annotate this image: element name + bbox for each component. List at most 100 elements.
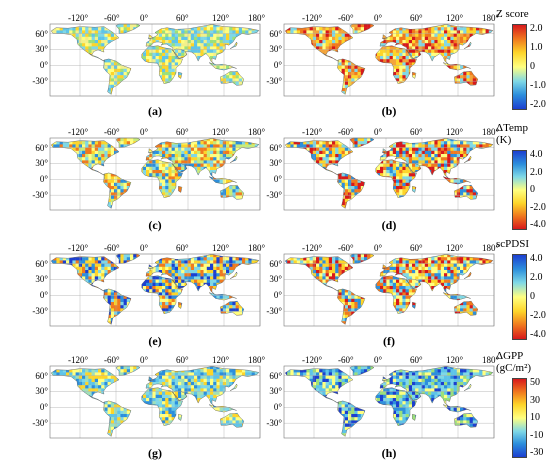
latitude-tick-label: 0° — [39, 402, 48, 413]
longitude-tick-label: -120° — [302, 243, 323, 253]
coastline-madagascar — [178, 185, 183, 193]
longitude-tick-label: 180° — [248, 243, 266, 253]
latitude-tick-label: -30° — [266, 76, 282, 87]
longitude-tick-label: 0° — [140, 243, 149, 253]
latitude-tick-label: 30° — [269, 386, 282, 397]
latitude-tick-label: -30° — [266, 418, 282, 429]
latitude-tick-label: 0° — [273, 402, 282, 413]
coastline-japan — [229, 155, 238, 164]
latitude-tick-label: 30° — [35, 158, 48, 169]
colorbar-title: ΔGPP — [496, 350, 524, 362]
longitude-tick-label: -120° — [68, 13, 89, 23]
longitude-tick-label: 0° — [140, 13, 149, 23]
latitude-tick-label: 60° — [269, 28, 282, 39]
coastline-madagascar — [178, 301, 183, 309]
coastline-centralAm — [88, 395, 106, 404]
longitude-tick-label: 0° — [374, 355, 383, 365]
coastline-africa — [375, 45, 417, 85]
coastline-arabia — [172, 390, 188, 401]
map-frame — [49, 23, 261, 97]
coastline-northAmerica — [50, 26, 120, 55]
coastline-australia — [220, 412, 245, 428]
longitude-tick-label: 0° — [374, 243, 383, 253]
land-data-layer — [285, 366, 493, 437]
longitude-tick-label: -60° — [338, 13, 354, 23]
longitude-tick-label: -60° — [104, 243, 120, 253]
world-map — [283, 253, 495, 327]
coastline-indonesia — [208, 404, 237, 413]
coastline-centralAm — [322, 167, 340, 176]
coastline-indonesia — [442, 292, 471, 301]
coastline-centralAm — [322, 395, 340, 404]
longitude-tick-label: 180° — [482, 243, 500, 253]
coastline-australia — [454, 184, 479, 200]
coastline-uk — [382, 148, 388, 154]
longitude-tick-label: -120° — [302, 13, 323, 23]
latitude-tick-label: 60° — [35, 370, 48, 381]
map-panel-g: (g) -120° -60° 0° 60° 120° 180° 60° 30° 0° -30° — [28, 355, 268, 466]
coastline-madagascar — [412, 301, 417, 309]
coastline-japan — [463, 383, 472, 392]
map-panel-e: (e) -120° -60° 0° 60° 120° 180° 60° 30° 0° -30° — [28, 243, 268, 354]
map-frame — [49, 365, 261, 439]
latitude-tick-label: -30° — [32, 418, 48, 429]
colorbar-title: ΔTemp — [496, 122, 528, 134]
longitude-tick-label: -120° — [302, 127, 323, 137]
longitude-tick-label: -60° — [104, 13, 120, 23]
coastline-europeAsia — [379, 366, 494, 407]
longitude-tick-label: -120° — [68, 355, 89, 365]
latitude-tick-label: -30° — [32, 306, 48, 317]
world-map — [49, 365, 261, 439]
panel-label: (g) — [148, 446, 162, 460]
latitude-tick-label: 60° — [269, 142, 282, 153]
map-panel-d: (d) -120° -60° 0° 60° 120° 180° 60° 30° 0° -30° — [262, 127, 502, 238]
coastline-northAmerica — [50, 140, 120, 169]
coastline-africa — [375, 387, 417, 427]
coastline-arabia — [172, 278, 188, 289]
coastline-indonesia — [442, 176, 471, 185]
longitude-tick-label: 60° — [410, 355, 423, 365]
latitude-tick-label: 30° — [269, 44, 282, 55]
coastline-arabia — [406, 278, 422, 289]
longitude-tick-label: -60° — [104, 355, 120, 365]
longitude-tick-label: -120° — [302, 355, 323, 365]
coastline-arabia — [172, 48, 188, 59]
coastline-indonesia — [442, 404, 471, 413]
coastline-indonesia — [208, 176, 237, 185]
colorbar-tick-label: -30 — [530, 447, 544, 458]
longitude-tick-label: -60° — [338, 243, 354, 253]
longitude-tick-label: -60° — [338, 127, 354, 137]
coastline-japan — [229, 41, 238, 50]
coastline-northAmerica — [284, 26, 354, 55]
coastline-africa — [375, 159, 417, 199]
latitude-tick-label: 60° — [269, 258, 282, 269]
coastline-madagascar — [412, 185, 417, 193]
colorbar-tick-label: -2.0 — [530, 310, 546, 321]
longitude-tick-label: 120° — [212, 243, 230, 253]
longitude-tick-label: 120° — [212, 127, 230, 137]
map-panel-h: (h) -120° -60° 0° 60° 120° 180° 60° 30° 0° -30° — [262, 355, 502, 466]
longitude-tick-label: 0° — [140, 127, 149, 137]
latitude-tick-label: 60° — [35, 258, 48, 269]
map-frame — [283, 137, 495, 211]
longitude-tick-label: 0° — [140, 355, 149, 365]
colorbar-unit: (K) — [496, 134, 512, 146]
map-frame — [283, 253, 495, 327]
longitude-tick-label: -60° — [338, 355, 354, 365]
coastline-africa — [141, 45, 183, 85]
latitude-tick-label: 0° — [273, 174, 282, 185]
coastline-arabia — [406, 390, 422, 401]
land-data-layer — [285, 24, 493, 95]
coastline-northAmerica — [284, 140, 354, 169]
coastline-japan — [229, 383, 238, 392]
longitude-tick-label: 120° — [446, 243, 464, 253]
longitude-tick-label: 180° — [482, 127, 500, 137]
colorbar-tick-label: 2.0 — [530, 23, 543, 34]
colorbar-tick-label: 0 — [530, 184, 535, 195]
coastline-centralAm — [88, 167, 106, 176]
longitude-tick-label: 120° — [212, 13, 230, 23]
coastline-europeAsia — [145, 366, 260, 407]
land-data-layer — [285, 254, 493, 325]
longitude-tick-label: 60° — [176, 13, 189, 23]
coastline-indonesia — [208, 292, 237, 301]
